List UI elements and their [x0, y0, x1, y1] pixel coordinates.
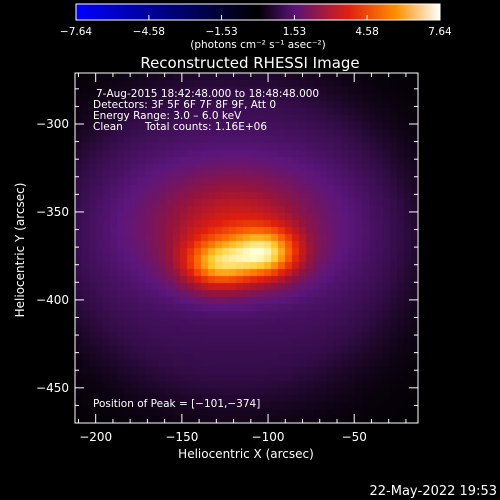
- peak-position-annotation: Position of Peak = [−101,−374]: [93, 398, 260, 410]
- colorbar-tick-label: −4.58: [133, 26, 165, 38]
- x-tick-label: −50: [342, 430, 367, 444]
- chart-title: Reconstructed RHESSI Image: [140, 54, 359, 72]
- timestamp: 22‑May‑2022 19:53: [370, 484, 497, 499]
- time-range-annotation: 7‑Aug‑2015 18:42:48.000 to 18:48:48.000: [96, 88, 319, 100]
- colorbar-unit-label: (photons cm⁻² s⁻¹ asec⁻²): [190, 39, 325, 51]
- x-axis-label: Heliocentric X (arcsec): [178, 447, 314, 461]
- detectors-annotation: Detectors: 3F 5F 6F 7F 8F 9F, Att 0: [93, 99, 276, 111]
- y-axis-label: Heliocentric Y (arcsec): [13, 183, 27, 318]
- plot-area: −200 −150 −100 −50 −300 −350 −400 −450: [36, 72, 419, 444]
- colorbar-tick-label: 7.64: [428, 26, 452, 38]
- colorbar: −7.64 −4.58 −1.53 1.53 4.58 7.64 (photons cm⁻…: [60, 3, 452, 51]
- y-tick-label: −450: [36, 381, 69, 395]
- heatmap-image: [75, 73, 418, 423]
- y-tick-label: −300: [36, 117, 69, 131]
- annotations: 7‑Aug‑2015 18:42:48.000 to 18:48:48.000 …: [93, 88, 319, 410]
- colorbar-tick-label: 4.58: [355, 26, 378, 38]
- colorbar-ticks: −7.64 −4.58 −1.53 1.53 4.58 7.64: [60, 15, 452, 38]
- x-tick-label: −100: [252, 430, 285, 444]
- counts-annotation: Total counts: 1.16E+06: [144, 121, 267, 133]
- y-tick-label: −400: [36, 293, 69, 307]
- y-tick-label: −350: [36, 205, 69, 219]
- plot-frame: [74, 72, 419, 424]
- method-annotation: Clean: [93, 121, 123, 133]
- x-tick-label: −150: [165, 430, 198, 444]
- colorbar-gradient: [75, 3, 441, 21]
- x-tick-label: −200: [79, 430, 112, 444]
- axis-ticks: −200 −150 −100 −50 −300 −350 −400 −450: [36, 73, 418, 444]
- colorbar-tick-label: 1.53: [283, 26, 306, 38]
- colorbar-tick-label: −1.53: [205, 26, 237, 38]
- colorbar-tick-label: −7.64: [60, 26, 92, 38]
- energy-annotation: Energy Range: 3.0 – 6.0 keV: [93, 110, 242, 122]
